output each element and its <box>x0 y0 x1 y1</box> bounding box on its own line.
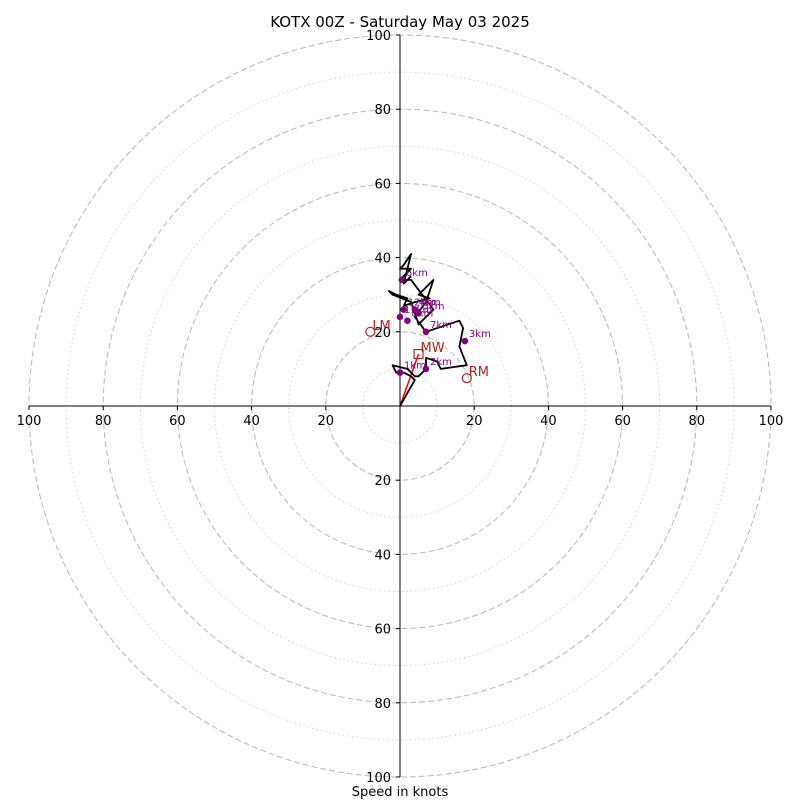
height-marker-point <box>415 309 422 317</box>
x-tick-label: 80 <box>95 414 112 429</box>
height-marker-label: 1km <box>404 361 426 372</box>
height-marker-point <box>422 328 430 336</box>
height-marker-point <box>404 317 411 324</box>
height-marker-point <box>400 306 408 313</box>
mean-wind-marker <box>413 348 424 360</box>
y-tick-label: 20 <box>374 326 391 341</box>
storm-motion-label: LM <box>372 319 390 334</box>
height-marker-label: 7km <box>430 320 452 331</box>
storm-motion-marker <box>365 326 376 337</box>
storm-motion-vector <box>399 353 420 407</box>
height-marker-point <box>461 337 469 345</box>
y-tick-label: 100 <box>366 771 391 786</box>
x-tick-label: 80 <box>689 414 706 429</box>
chart-title: KOTX 00Z - Saturday May 03 2025 <box>270 13 530 31</box>
y-tick-label: 40 <box>374 252 391 267</box>
height-marker-label: 2km <box>430 357 452 368</box>
x-tick-label: 40 <box>243 414 260 429</box>
height-marker-label: 6km <box>406 268 428 279</box>
x-tick-label: 40 <box>540 414 557 429</box>
storm-motion-arrow <box>399 353 420 407</box>
storm-motion-label: MW <box>421 341 445 356</box>
storm-motion-marker <box>461 373 472 384</box>
height-marker-label: 12km <box>408 298 436 309</box>
tick-labels: 100 80 60 40 20 20 40 60 80 100 100 80 60 40 20 20 40 60 8… <box>17 29 784 786</box>
height-marker-label: 4km <box>419 298 441 309</box>
height-marker-label: 8km <box>411 309 433 320</box>
x-axis-label: Speed in knots <box>352 785 449 800</box>
y-tick-label: 40 <box>374 548 391 563</box>
height-marker-label: 3km <box>469 329 491 340</box>
height-markers: 1km2km3km7km8km11km12km4km5km6km <box>396 268 491 376</box>
x-tick-label: 100 <box>759 414 784 429</box>
x-tick-label: 20 <box>466 414 483 429</box>
height-marker-label: 5km <box>423 301 445 312</box>
y-tick-label: 80 <box>374 697 391 712</box>
y-tick-label: 60 <box>374 177 391 192</box>
height-marker-point <box>396 369 404 376</box>
y-tick-label: 100 <box>366 29 391 44</box>
x-tick-label: 100 <box>17 414 42 429</box>
x-tick-label: 60 <box>169 414 186 429</box>
x-tick-label: 60 <box>614 414 631 429</box>
height-marker-point <box>398 276 406 284</box>
height-marker-point <box>422 365 430 373</box>
x-tick-label: 20 <box>318 414 335 429</box>
y-tick-label: 60 <box>374 623 391 638</box>
storm-motion-label: RM <box>469 365 489 380</box>
storm-motion-markers: LM MW RM <box>365 319 489 384</box>
y-tick-label: 80 <box>374 103 391 118</box>
height-marker-point <box>396 313 404 321</box>
y-tick-label: 20 <box>374 474 391 489</box>
